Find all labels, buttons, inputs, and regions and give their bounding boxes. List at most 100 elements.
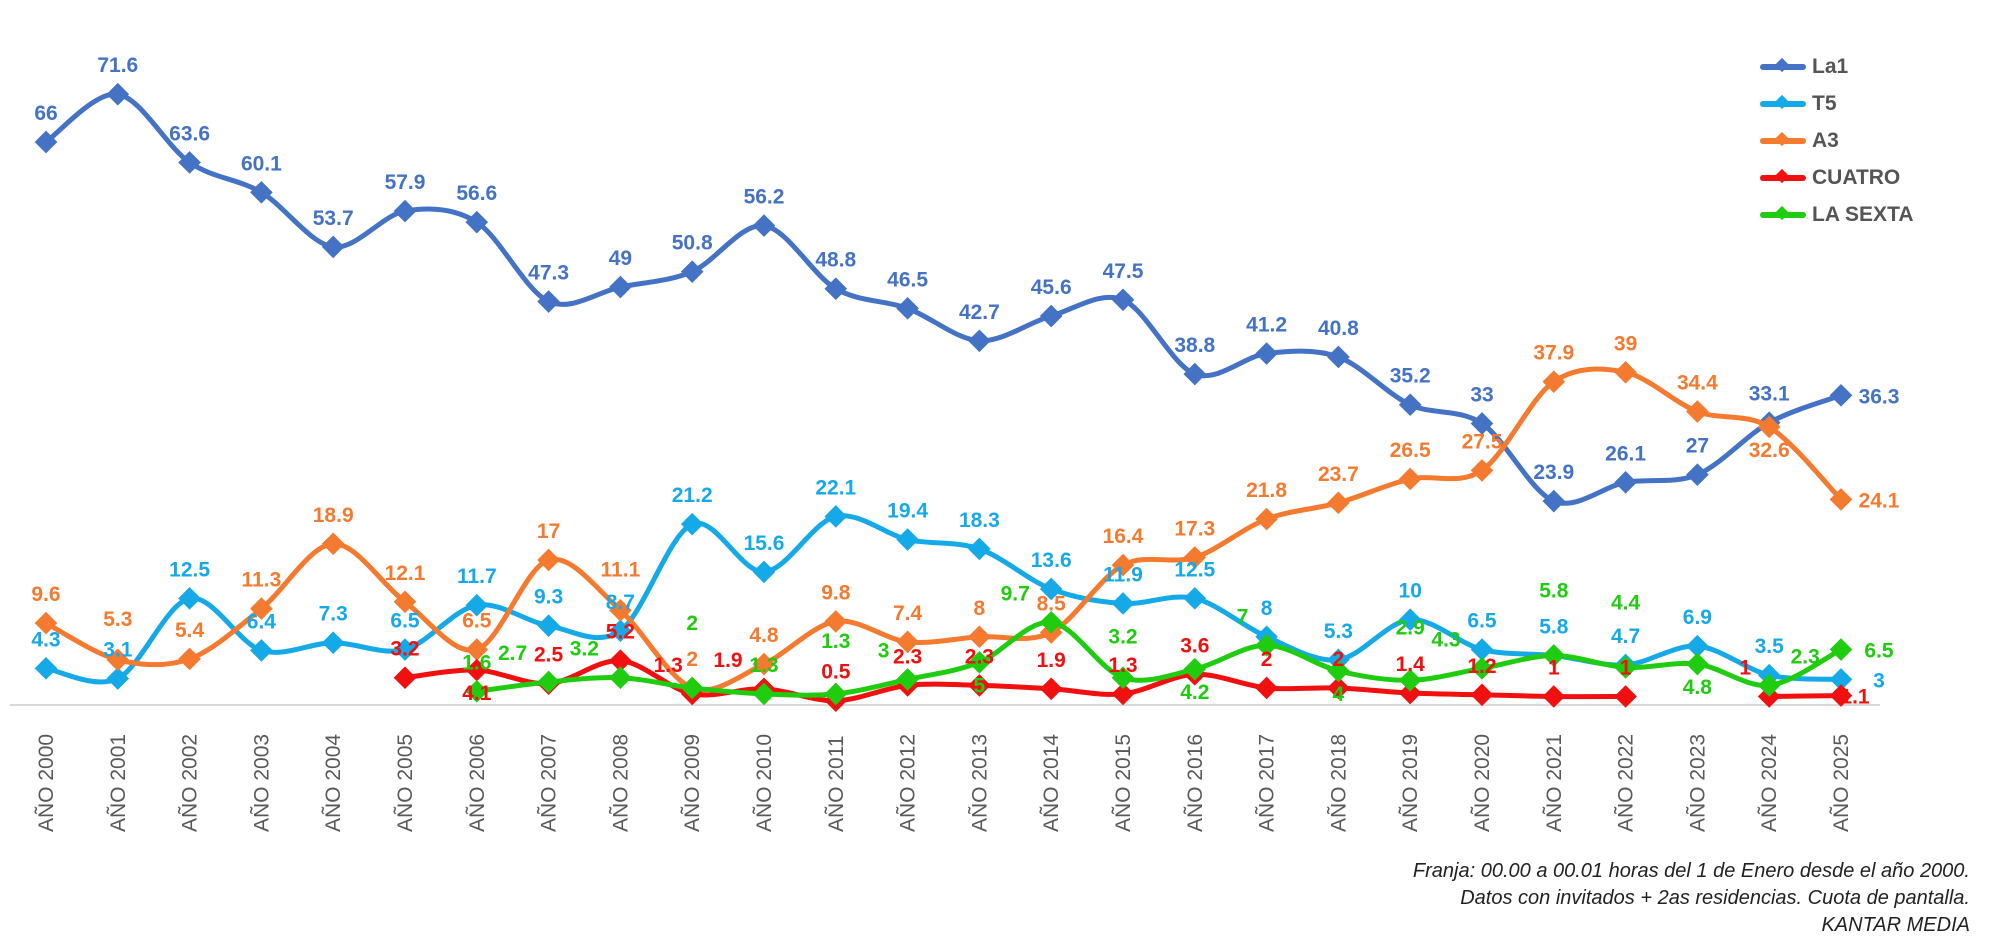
legend-swatch-icon: [1760, 168, 1806, 183]
data-label: 71.6: [97, 54, 138, 77]
data-label: 6.5: [462, 610, 492, 633]
x-tick-label: AÑO 2003: [249, 734, 273, 832]
data-point-marker: [393, 666, 417, 690]
series-t5: [34, 505, 1853, 691]
data-label: 4.3: [1431, 628, 1460, 651]
data-label: 32.6: [1749, 439, 1790, 462]
data-label: 33.1: [1749, 383, 1790, 406]
data-point-marker: [1398, 668, 1422, 692]
data-point-marker: [824, 277, 848, 301]
x-tick-label: AÑO 2002: [178, 734, 202, 832]
data-point-marker: [465, 658, 489, 682]
data-label: 23.7: [1318, 463, 1359, 486]
data-label: 8.7: [606, 591, 635, 614]
legend: La1 T5 A3 CUATRO LA SEXTA: [1760, 48, 1914, 233]
data-point-marker: [1039, 304, 1063, 328]
data-label: 5.8: [1539, 580, 1569, 603]
data-label: 49: [609, 247, 632, 270]
data-label: 2.7: [498, 642, 527, 665]
data-label: 5.3: [1324, 620, 1353, 643]
data-label: 6.5: [390, 610, 420, 633]
data-label: 50.8: [672, 232, 713, 255]
data-point-marker: [1039, 677, 1063, 701]
data-point-marker: [609, 598, 632, 622]
data-point-marker: [1614, 471, 1637, 494]
data-point-marker: [465, 593, 489, 617]
data-point-marker: [680, 676, 704, 700]
data-label: 12.5: [169, 558, 210, 581]
data-point-marker: [393, 590, 417, 614]
legend-swatch-icon: [1760, 205, 1806, 220]
data-label: 4.4: [1611, 591, 1641, 614]
data-label: 4.2: [1180, 681, 1209, 704]
data-point-marker: [752, 214, 776, 237]
data-label: 3: [1873, 669, 1885, 692]
data-point-marker: [609, 666, 632, 690]
data-point-marker: [465, 638, 489, 661]
x-tick-label: AÑO 2010: [752, 734, 776, 832]
data-point-marker: [1542, 489, 1566, 513]
legend-swatch-icon: [1760, 57, 1806, 72]
data-point-marker: [1398, 393, 1422, 417]
data-point-marker: [824, 505, 848, 528]
data-point-marker: [1255, 342, 1278, 365]
x-tick-label: AÑO 2025: [1829, 734, 1853, 832]
data-point-marker: [1039, 577, 1063, 601]
data-label: 11.7: [457, 565, 497, 588]
data-label: 11.9: [1103, 563, 1143, 586]
x-tick-label: AÑO 2015: [1111, 734, 1135, 832]
data-point-marker: [1829, 638, 1853, 661]
data-label: 63.6: [169, 122, 210, 145]
data-label: 9.6: [31, 583, 60, 606]
series-cuatro: [393, 649, 1853, 713]
data-label: 26.1: [1605, 442, 1646, 465]
data-point-marker: [752, 560, 776, 584]
series-line: [44, 91, 1842, 506]
data-point-marker: [1183, 546, 1207, 569]
legend-item: La1: [1760, 48, 1914, 85]
data-label: 27: [1686, 435, 1709, 458]
data-label: 9.8: [821, 581, 851, 604]
data-label: 7.4: [893, 602, 923, 625]
data-label: 39: [1614, 332, 1637, 355]
data-label: 1.9: [1037, 649, 1066, 672]
data-label: 3: [878, 639, 890, 662]
data-point-marker: [106, 82, 130, 106]
data-label: 9.3: [534, 586, 563, 609]
data-point-marker: [896, 668, 919, 691]
data-label: 1.3: [1108, 654, 1137, 677]
data-label: 1.4: [1396, 653, 1426, 676]
data-label: 53.7: [313, 207, 354, 230]
x-tick-label: AÑO 2016: [1183, 734, 1207, 832]
data-label: 11.3: [242, 569, 282, 592]
data-label: 6.9: [1683, 606, 1712, 629]
data-label: 19.4: [887, 500, 928, 523]
data-label: 38.8: [1174, 334, 1215, 357]
data-point-marker: [1111, 288, 1135, 312]
data-label: 47.3: [528, 262, 569, 285]
data-point-marker: [465, 680, 489, 703]
data-label: 9.7: [1001, 582, 1030, 605]
data-label: 35.2: [1390, 365, 1431, 388]
data-label: 1.3: [749, 654, 778, 677]
data-label: 3.5: [1755, 635, 1785, 658]
x-tick-label: AÑO 2012: [896, 734, 920, 832]
x-tick-label: AÑO 2020: [1470, 734, 1494, 832]
legend-item: CUATRO: [1760, 159, 1914, 196]
x-tick-label: AÑO 2014: [1039, 734, 1063, 832]
data-label: 8: [974, 597, 986, 620]
data-label: 17: [537, 520, 560, 543]
data-point-marker: [968, 537, 991, 561]
data-label: 12.1: [385, 562, 426, 585]
data-label: 41.2: [1246, 314, 1287, 337]
x-tick-label: AÑO 2004: [321, 734, 345, 832]
x-tick-label: AÑO 2006: [465, 734, 489, 832]
data-label: 15.6: [744, 532, 785, 555]
data-point-marker: [1183, 657, 1207, 681]
data-point-marker: [1470, 459, 1494, 482]
data-point-marker: [1039, 610, 1063, 634]
data-point-marker: [1829, 668, 1853, 691]
data-point-marker: [1757, 415, 1781, 439]
data-point-marker: [1470, 412, 1494, 435]
data-point-marker: [1614, 685, 1637, 708]
